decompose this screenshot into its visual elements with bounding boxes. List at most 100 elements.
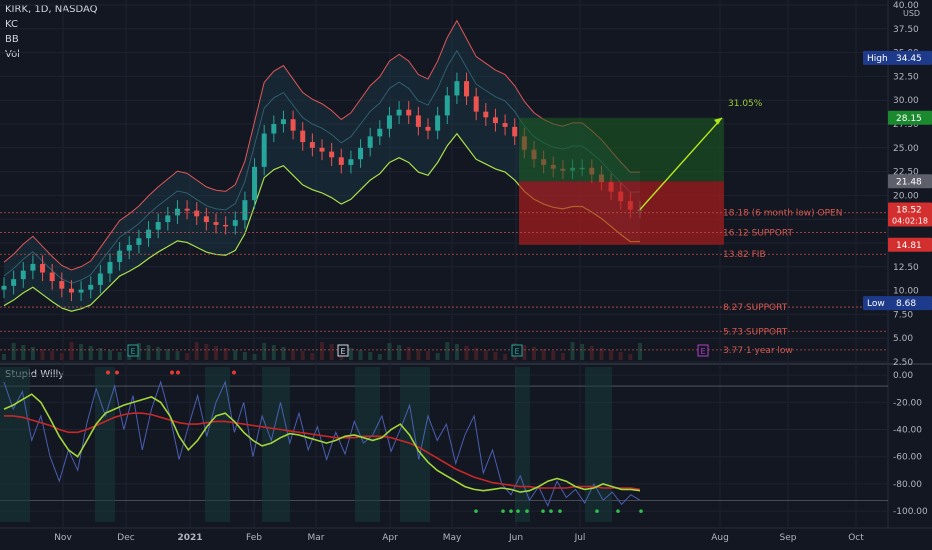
level-label: 13.82 FIB [723,250,766,260]
volume-bar [156,347,161,360]
volume-bar [599,348,604,360]
osc-series-line [4,412,641,491]
indicator-kc[interactable]: KC [5,19,18,30]
volume-bar [435,353,440,360]
arrow-head [714,117,722,125]
osc-tick-label: -60.00 [893,453,922,463]
candle-body [290,119,296,131]
target-box [519,117,724,182]
volume-bar [40,349,45,360]
volume-bar [204,344,209,360]
candle-body [117,250,123,263]
earnings-label: E [130,347,135,356]
volume-bar [117,352,122,360]
volume-bar [252,354,257,360]
candle-body [367,136,373,148]
volume-bar [242,352,247,360]
volume-bar [638,343,642,360]
candle-body [464,81,470,97]
volume-bar [185,353,190,360]
x-tick-label: Mar [308,533,325,543]
x-tick-label: Oct [848,533,864,543]
candle-body [309,142,315,148]
volume-bar [98,348,103,360]
osc-signal-dot [595,509,599,513]
volume-bar [214,346,218,360]
symbol-line[interactable]: KIRK, 1D, NASDAQ [5,4,98,15]
candle-body [11,279,17,286]
candle-body [348,159,354,165]
price-tag-value: 21.48 [896,177,922,187]
volume-bar [136,343,141,360]
y-tick-label: 25.00 [893,144,919,154]
volume-bar [108,350,112,360]
osc-signal-dot [541,509,545,513]
volume-bar [474,348,479,360]
price-tag-label: Low [867,299,885,309]
osc-tick-label: -100.00 [893,507,928,517]
candle-body [492,117,498,124]
candle-body [396,109,402,116]
volume-bar [271,345,276,360]
price-tag [888,237,932,252]
volume-bar [387,343,392,360]
indicator-vol[interactable]: Vol [5,49,20,60]
volume-bar [628,354,633,360]
osc-signal-dot [176,370,180,375]
candle-body [425,126,431,131]
volume-bar [300,351,305,360]
osc-signal-dot [549,509,553,513]
volume-bar [493,352,498,360]
volume-bar [560,353,565,360]
candle-body [338,157,344,165]
candle-body [406,109,412,116]
oscillator-title[interactable]: Stupid Willy [5,369,65,380]
candle-body [40,263,46,273]
y-tick-label: 5.00 [893,334,913,344]
osc-signal-dot [501,509,505,513]
y-tick-label: 27.50 [893,120,919,130]
candle-body [184,208,190,211]
y-tick-label: 37.50 [893,25,919,35]
candle-body [126,244,132,251]
osc-tick-label: -20.00 [893,398,922,408]
y-tick-label: 2.50 [893,358,913,368]
candle-body [174,208,180,216]
candle-body [88,284,94,290]
candle-body [232,220,238,226]
volume-bar [589,346,594,360]
volume-bar [175,351,180,360]
candle-body [358,147,364,160]
earnings-marker [697,344,709,357]
candle-body [155,222,161,230]
volume-bar [426,351,430,360]
level-label: 16.12 SUPPORT [723,228,793,238]
candle-body [107,262,113,274]
earnings-marker [127,344,139,357]
osc-signal-dot [509,509,513,513]
volume-bar [146,345,151,360]
candle-body [473,96,479,112]
y-tick-label: 12.50 [893,263,919,273]
volume-bar [609,350,614,360]
candle-body [502,123,508,127]
x-tick-label: 2021 [177,533,202,543]
osc-series-line [3,393,641,493]
indicator-bb[interactable]: BB [5,34,19,45]
x-tick-label: Aug [711,533,729,543]
osc-signal-dot [516,509,520,513]
candle-body [136,238,142,245]
candle-body [213,222,219,225]
candle-body [242,200,248,221]
osc-signal-dot [639,509,643,513]
volume-bar [79,344,84,360]
osc-shade [355,367,380,522]
volume-bar [59,353,64,360]
x-tick-label: Dec [117,533,134,543]
y-tick-label: 30.00 [893,96,919,106]
osc-shade [515,367,530,522]
candle-body [386,115,392,129]
volume-bar [348,348,353,360]
y-tick-label: 10.00 [893,287,919,297]
